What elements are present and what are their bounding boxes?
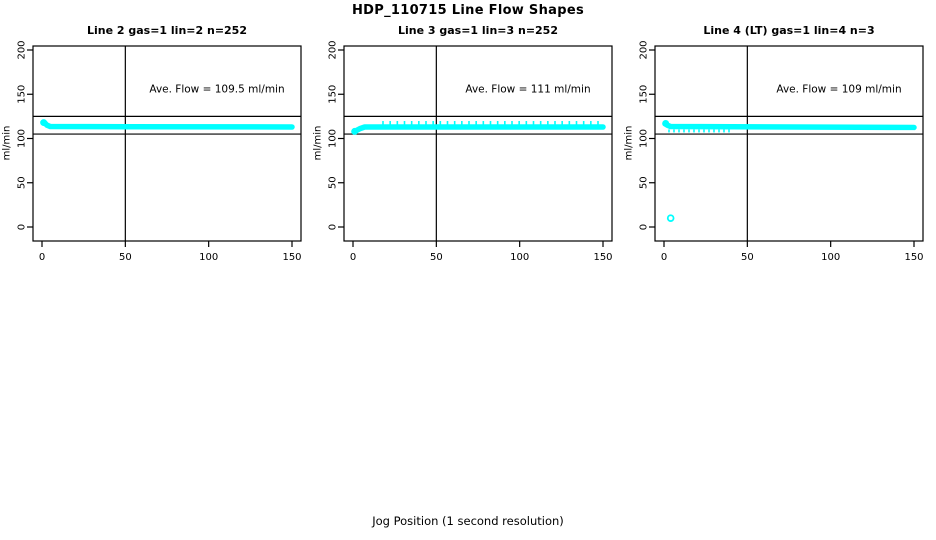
plot-box: [343, 45, 613, 242]
x-tick-label: 50: [741, 252, 754, 263]
y-tick-label: 0: [639, 224, 650, 230]
x-tick-label: 150: [593, 252, 612, 263]
flow-annotation: Ave. Flow = 111 ml/min: [465, 83, 590, 95]
plot-area: 0 50 100 150 200 ml/min 0 50 100 150 Ave. Flow = 1…: [313, 40, 613, 263]
flow-series: [351, 124, 606, 135]
start-marker: [40, 119, 48, 127]
x-tick-label: 150: [282, 252, 301, 263]
y-tick-label: 100: [17, 129, 28, 148]
y-tick-label: 200: [17, 40, 28, 59]
panel-line4: Line 4 (LT) gas=1 lin=4 n=3 0 50 100 150 200…: [622, 24, 934, 274]
outlier-marker: [666, 214, 675, 222]
y-tick-label: 100: [328, 129, 339, 148]
y-tick-label: 200: [328, 40, 339, 59]
y-tick-label: 0: [328, 224, 339, 230]
y-tick-label: 200: [639, 40, 650, 59]
x-tick-label: 50: [119, 252, 132, 263]
flow-annotation: Ave. Flow = 109 ml/min: [776, 83, 901, 95]
y-tick-label: 50: [328, 176, 339, 189]
plot-area: 0 50 100 150 200 ml/min 0 50 100 150 Ave. Flow = 1…: [624, 40, 924, 263]
flow-annotation: Ave. Flow = 109.5 ml/min: [149, 83, 284, 95]
panel-title: Line 4 (LT) gas=1 lin=4 n=3: [703, 24, 875, 37]
figure-title: HDP_110715 Line Flow Shapes: [352, 3, 584, 18]
plot-area: 0 50 100 150 200 ml/min 0 50 100 150 Ave. Flow = 1…: [2, 40, 302, 263]
flow-series: [662, 120, 917, 131]
x-tick-label: 0: [350, 252, 356, 263]
y-tick-label: 150: [639, 85, 650, 104]
x-tick-label: 0: [661, 252, 667, 263]
x-tick-label: 100: [821, 252, 840, 263]
panel-title: Line 2 gas=1 lin=2 n=252: [86, 24, 247, 37]
start-marker: [351, 127, 359, 135]
x-tick-label: 100: [199, 252, 218, 263]
y-axis-title: ml/min: [2, 126, 13, 161]
y-tick-label: 150: [17, 85, 28, 104]
start-marker: [662, 119, 670, 127]
x-tick-label: 0: [39, 252, 45, 263]
x-tick-label: 150: [904, 252, 923, 263]
y-tick-label: 0: [17, 224, 28, 230]
plot-box: [654, 45, 924, 242]
plot-box: [32, 45, 302, 242]
panel-line2: Line 2 gas=1 lin=2 n=252 0 50 100 150 200 ml/…: [0, 24, 312, 274]
x-tick-label: 100: [510, 252, 529, 263]
y-axis-title: ml/min: [624, 126, 635, 161]
x-tick-label: 50: [430, 252, 443, 263]
panel-line3: Line 3 gas=1 lin=3 n=252 0 50 100 150 200 ml/…: [311, 24, 623, 274]
flow-series: [40, 119, 295, 130]
y-tick-label: 50: [17, 176, 28, 189]
y-axis-title: ml/min: [313, 126, 324, 161]
y-tick-label: 100: [639, 129, 650, 148]
y-tick-label: 150: [328, 85, 339, 104]
x-axis-label: Jog Position (1 second resolution): [372, 514, 564, 528]
panel-title: Line 3 gas=1 lin=3 n=252: [397, 24, 558, 37]
y-tick-label: 50: [639, 176, 650, 189]
